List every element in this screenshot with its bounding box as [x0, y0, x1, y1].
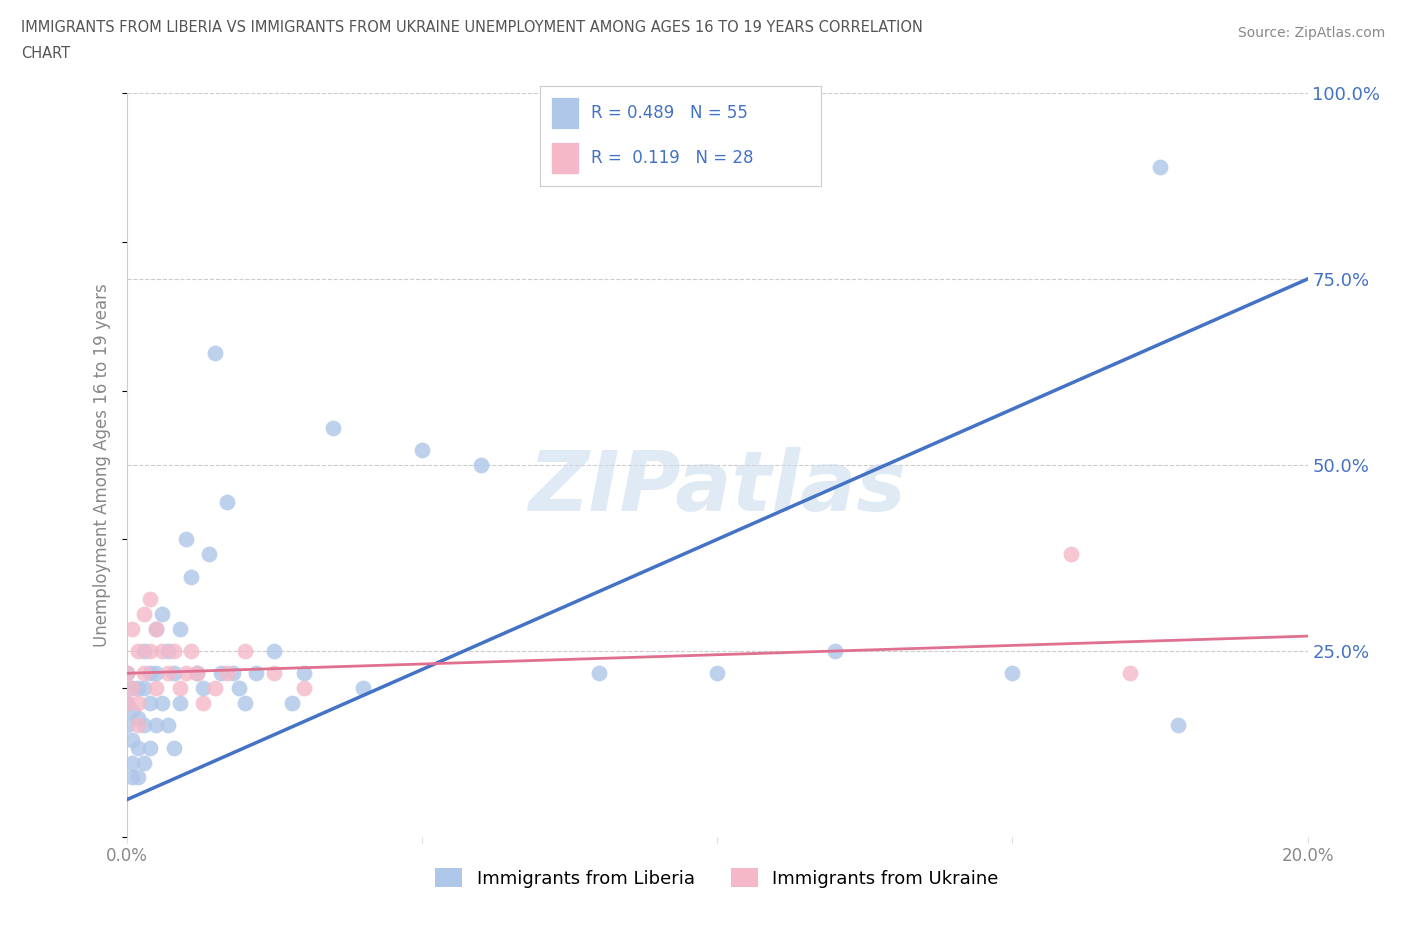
- Point: [121, 703, 143, 718]
- Point: [115, 696, 138, 711]
- Bar: [551, 141, 579, 174]
- Text: R = 0.489   N = 55: R = 0.489 N = 55: [591, 103, 748, 122]
- Point: [145, 621, 167, 636]
- Point: [156, 666, 179, 681]
- Legend: Immigrants from Liberia, Immigrants from Ukraine: Immigrants from Liberia, Immigrants from…: [427, 861, 1007, 895]
- Point: [180, 644, 202, 658]
- Point: [121, 733, 143, 748]
- Point: [156, 718, 179, 733]
- Point: [163, 644, 186, 658]
- Point: [139, 696, 162, 711]
- Point: [352, 681, 374, 696]
- Point: [150, 644, 173, 658]
- Text: IMMIGRANTS FROM LIBERIA VS IMMIGRANTS FROM UKRAINE UNEMPLOYMENT AMONG AGES 16 TO: IMMIGRANTS FROM LIBERIA VS IMMIGRANTS FR…: [21, 20, 922, 35]
- Point: [121, 681, 143, 696]
- Point: [121, 621, 143, 636]
- Point: [121, 770, 143, 785]
- Point: [1149, 160, 1171, 175]
- Point: [163, 666, 186, 681]
- Point: [588, 666, 610, 681]
- Point: [145, 621, 167, 636]
- Point: [127, 740, 149, 755]
- Point: [209, 666, 232, 681]
- Point: [134, 644, 156, 658]
- Point: [228, 681, 250, 696]
- Point: [322, 420, 344, 435]
- Point: [180, 569, 202, 584]
- Point: [245, 666, 267, 681]
- Text: ZIPatlas: ZIPatlas: [529, 446, 905, 528]
- Point: [198, 547, 221, 562]
- Point: [204, 681, 226, 696]
- Point: [1060, 547, 1083, 562]
- Point: [824, 644, 846, 658]
- Point: [115, 666, 138, 681]
- Point: [222, 666, 245, 681]
- Point: [139, 666, 162, 681]
- Point: [115, 696, 138, 711]
- Point: [169, 681, 191, 696]
- Point: [127, 770, 149, 785]
- Bar: [551, 97, 579, 128]
- Point: [139, 591, 162, 606]
- Y-axis label: Unemployment Among Ages 16 to 19 years: Unemployment Among Ages 16 to 19 years: [93, 283, 111, 647]
- Point: [1001, 666, 1024, 681]
- Point: [169, 696, 191, 711]
- Point: [115, 718, 138, 733]
- Point: [411, 443, 433, 458]
- Point: [134, 681, 156, 696]
- Point: [127, 711, 149, 725]
- Point: [193, 681, 215, 696]
- Point: [263, 666, 285, 681]
- Point: [233, 644, 256, 658]
- Point: [134, 755, 156, 770]
- Point: [1119, 666, 1142, 681]
- Point: [121, 681, 143, 696]
- Point: [163, 740, 186, 755]
- Point: [127, 644, 149, 658]
- Point: [263, 644, 285, 658]
- Point: [134, 666, 156, 681]
- Text: Source: ZipAtlas.com: Source: ZipAtlas.com: [1237, 26, 1385, 40]
- Point: [169, 621, 191, 636]
- Point: [134, 606, 156, 621]
- Point: [215, 666, 238, 681]
- Point: [174, 532, 197, 547]
- Point: [186, 666, 208, 681]
- Point: [150, 696, 173, 711]
- Point: [134, 718, 156, 733]
- Point: [281, 696, 304, 711]
- Point: [470, 458, 492, 472]
- Point: [127, 681, 149, 696]
- Point: [156, 644, 179, 658]
- Point: [174, 666, 197, 681]
- Point: [706, 666, 728, 681]
- Point: [233, 696, 256, 711]
- Point: [186, 666, 208, 681]
- Point: [121, 755, 143, 770]
- Point: [145, 681, 167, 696]
- Point: [193, 696, 215, 711]
- Point: [150, 606, 173, 621]
- Point: [139, 740, 162, 755]
- Point: [145, 718, 167, 733]
- Point: [127, 718, 149, 733]
- Text: CHART: CHART: [21, 46, 70, 61]
- Point: [145, 666, 167, 681]
- Point: [215, 495, 238, 510]
- Point: [292, 681, 315, 696]
- Point: [1167, 718, 1189, 733]
- Point: [127, 696, 149, 711]
- Point: [292, 666, 315, 681]
- Point: [139, 644, 162, 658]
- Point: [204, 346, 226, 361]
- Text: R =  0.119   N = 28: R = 0.119 N = 28: [591, 149, 754, 166]
- Point: [115, 666, 138, 681]
